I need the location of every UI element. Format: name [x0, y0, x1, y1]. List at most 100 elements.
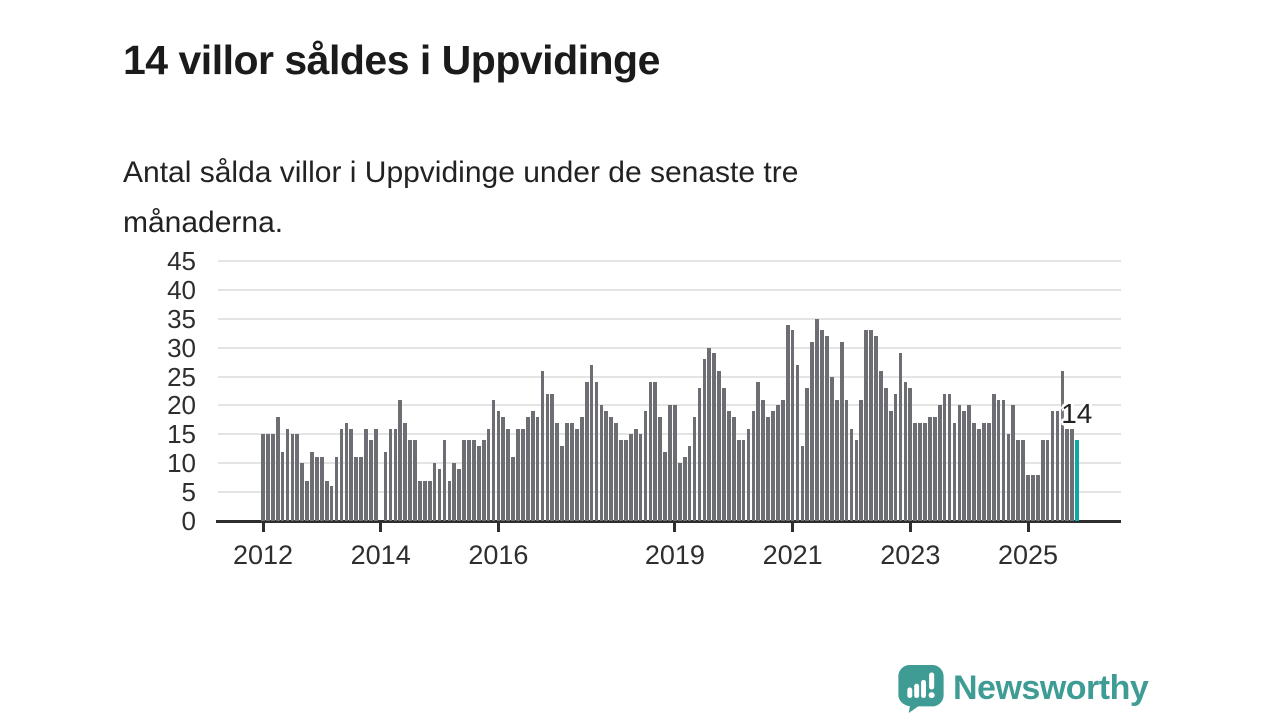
bar [923, 422, 927, 521]
bar [682, 457, 687, 521]
bar [359, 457, 363, 521]
bar [506, 428, 511, 521]
bar [790, 330, 795, 521]
bar [447, 480, 452, 521]
bar [805, 388, 810, 521]
bar [972, 422, 976, 521]
bar [481, 440, 486, 521]
bar [310, 451, 314, 521]
bar [918, 422, 922, 521]
bar [599, 405, 604, 521]
bar [800, 445, 805, 521]
bar [707, 347, 712, 521]
bar [1045, 440, 1050, 521]
bar [893, 393, 898, 521]
x-tick-2021 [791, 523, 795, 532]
bar [952, 422, 957, 521]
bar [756, 382, 761, 521]
y-axis-label-15: 15 [167, 419, 196, 450]
bar [422, 480, 427, 521]
bar [702, 359, 707, 521]
x-axis-label-2025: 2025 [997, 540, 1059, 570]
x-axis-label-2023: 2023 [880, 540, 941, 570]
bar [589, 365, 594, 521]
bar [472, 440, 476, 521]
x-tick-2012 [261, 523, 265, 532]
bar [942, 393, 947, 521]
bar [668, 405, 672, 521]
gridline-y-30 [218, 346, 1121, 349]
bar [932, 417, 937, 521]
y-axis-label-20: 20 [167, 390, 196, 421]
bar [859, 399, 864, 521]
page-subtitle: Antal sålda villor i Uppvidinge under de… [123, 148, 1083, 248]
bar [785, 324, 790, 521]
bar [888, 411, 893, 521]
bar [722, 388, 726, 521]
bar [825, 336, 829, 521]
bar [776, 405, 780, 521]
bar [692, 417, 697, 521]
bar [1006, 434, 1011, 521]
bar [982, 422, 986, 521]
bar [349, 428, 354, 521]
bar [638, 434, 643, 521]
bar [496, 411, 501, 521]
brand-logo: Newsworthy [897, 664, 1149, 713]
bar [1021, 440, 1025, 521]
bar [604, 411, 609, 521]
bar [1050, 411, 1055, 521]
bar [285, 428, 290, 521]
bar [653, 382, 658, 521]
bar [555, 422, 560, 521]
bar [491, 399, 496, 521]
bar [839, 341, 844, 521]
bar [408, 440, 412, 521]
bar [437, 469, 442, 521]
bar [300, 463, 305, 521]
bar [452, 463, 457, 521]
bar [266, 434, 270, 521]
bar [521, 428, 525, 521]
bar [486, 428, 491, 521]
bar [432, 463, 437, 521]
newsworthy-icon [898, 664, 944, 713]
bar [864, 330, 869, 521]
bar [579, 417, 584, 521]
bar [780, 399, 785, 521]
bar [717, 370, 721, 521]
bar [339, 428, 344, 521]
bar [712, 353, 716, 521]
bar [766, 417, 770, 521]
bar [731, 417, 736, 521]
y-axis-label-40: 40 [167, 274, 196, 305]
y-axis-label-45: 45 [167, 246, 196, 276]
bar [393, 428, 398, 521]
page-title: 14 villor såldes i Uppvidinge [123, 37, 660, 84]
bar [383, 451, 388, 521]
bar [584, 382, 589, 521]
bar [879, 370, 883, 521]
bar [746, 428, 751, 521]
bar [442, 440, 447, 521]
bar [883, 388, 888, 521]
highlight-bar [1075, 440, 1079, 521]
bar [1031, 474, 1035, 521]
bar [418, 480, 422, 521]
bar [501, 417, 506, 521]
bar [1016, 440, 1021, 521]
bar [830, 376, 834, 521]
bar [540, 370, 545, 521]
x-axis-label-2014: 2014 [350, 540, 411, 570]
bar [290, 434, 295, 521]
bar [810, 341, 815, 521]
bar [560, 445, 564, 521]
bar [344, 422, 349, 521]
bar [570, 422, 574, 521]
bar [986, 422, 991, 521]
x-axis-label-2016: 2016 [468, 540, 529, 570]
bar [795, 365, 800, 521]
bar [324, 480, 329, 521]
